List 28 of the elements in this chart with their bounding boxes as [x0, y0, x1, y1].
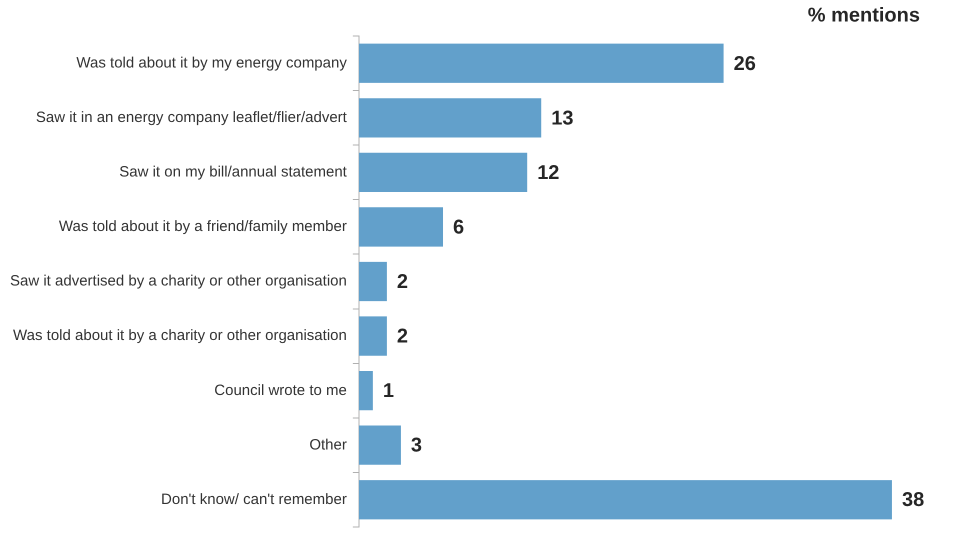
data-label: 26	[734, 52, 756, 75]
y-tick-label: Other	[309, 436, 347, 454]
bar	[358, 262, 387, 302]
bar	[358, 426, 401, 465]
data-label: 13	[551, 107, 574, 130]
y-tick-label: Don't know/ can't remember	[161, 490, 347, 508]
bar	[358, 44, 724, 83]
chart-title: % mentions	[808, 4, 920, 27]
y-tick-label: Council wrote to me	[214, 382, 347, 399]
bar	[358, 152, 528, 192]
data-label: 38	[902, 489, 924, 512]
data-label: 2	[396, 271, 408, 294]
data-label: 12	[537, 162, 560, 184]
data-label: 1	[382, 380, 394, 402]
bar	[358, 370, 373, 410]
y-tick-label: Was told about it by my energy company	[76, 54, 348, 72]
y-tick-label: Saw it in an energy company leaflet/flier/advert	[36, 108, 348, 126]
data-label: 3	[410, 434, 422, 457]
y-tick-label: Was told about it by a friend/family member	[58, 218, 347, 236]
bar	[358, 98, 542, 138]
y-tick-label: Was told about it by a charity or other organisation	[13, 327, 347, 344]
data-label: 6	[453, 216, 464, 238]
bar	[358, 207, 444, 247]
y-tick-label: Saw it on my bill/annual statement	[119, 164, 348, 181]
bar	[358, 316, 387, 356]
data-label: 2	[396, 326, 408, 348]
bar	[358, 480, 892, 520]
y-tick-label: Saw it advertised by a charity or other organisation	[10, 272, 347, 290]
